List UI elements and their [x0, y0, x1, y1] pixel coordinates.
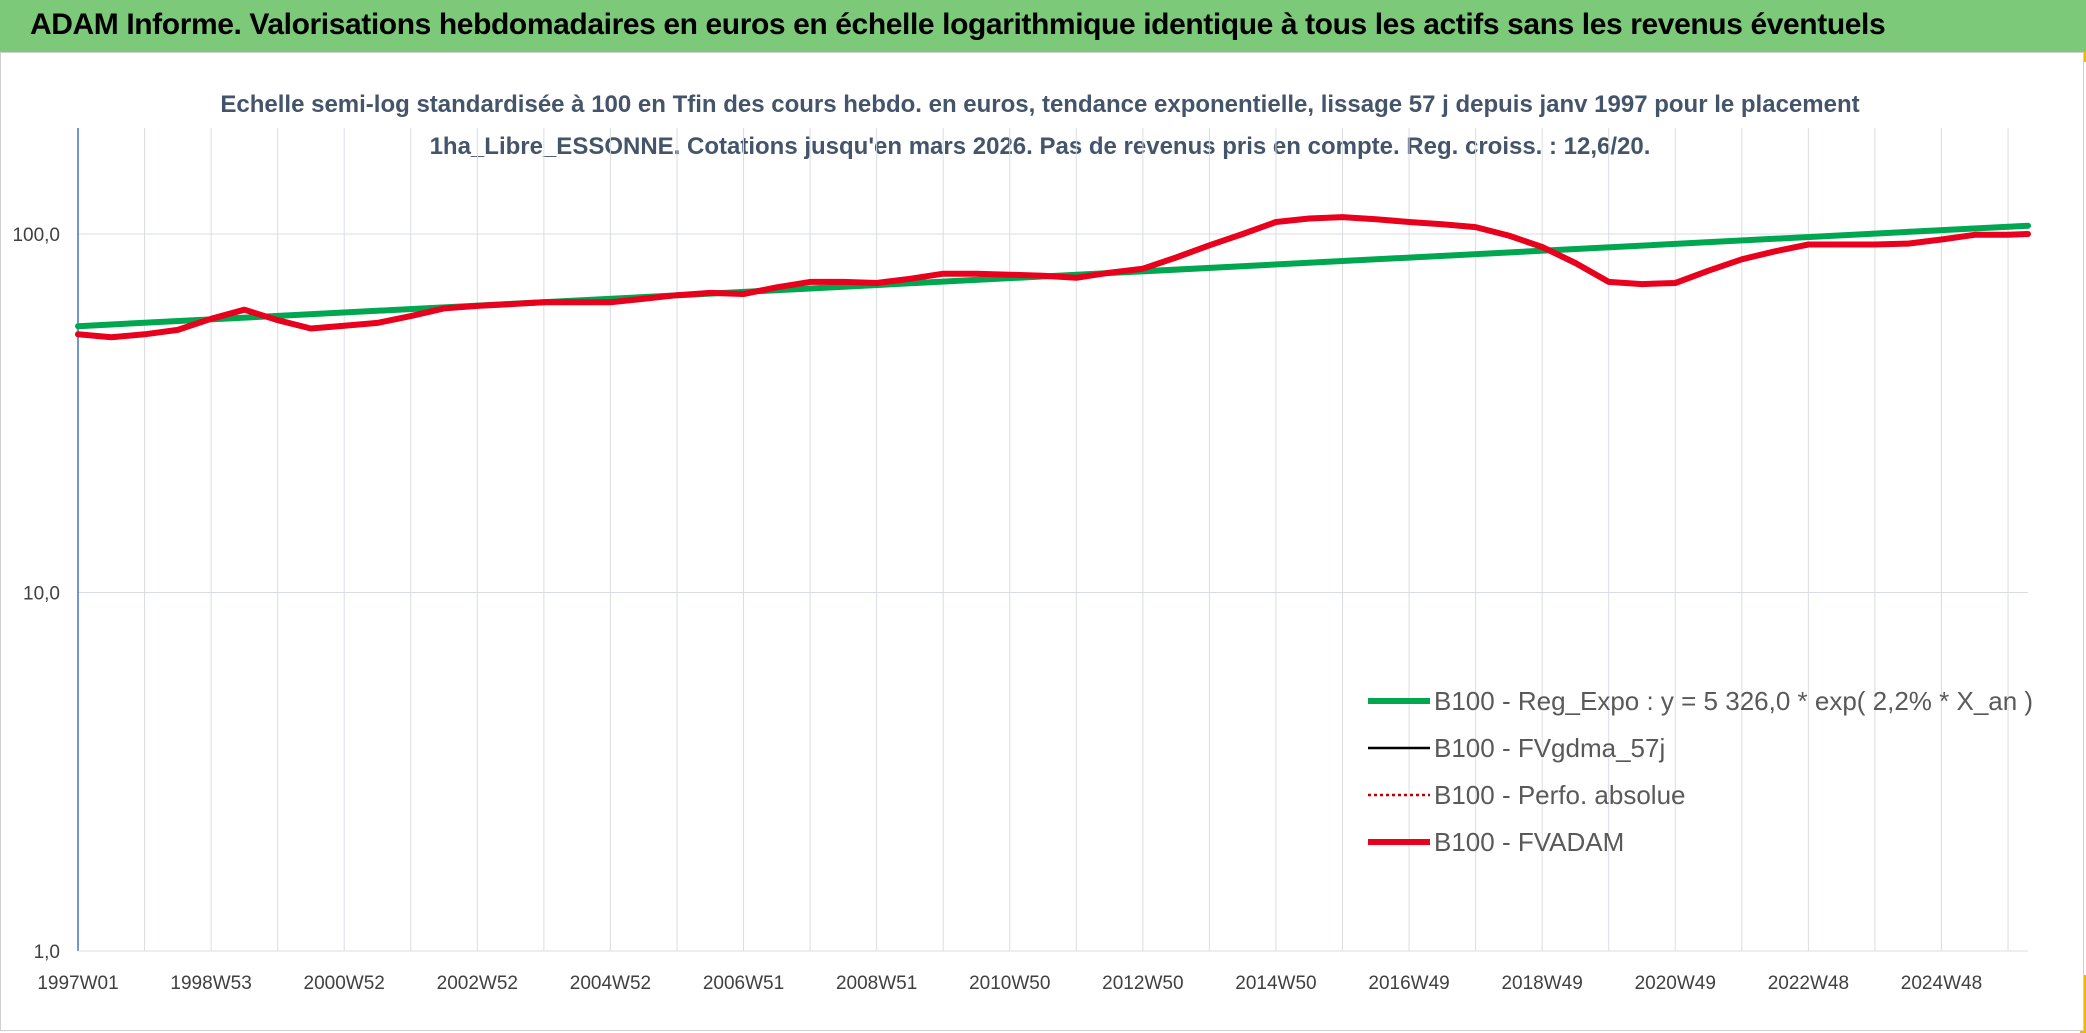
x-tick-label: 2014W50: [1235, 973, 1316, 994]
x-tick-label: 1998W53: [170, 973, 251, 994]
x-tick-label: 2010W50: [969, 973, 1050, 994]
series-line-3: [75, 214, 2031, 341]
x-tick-label: 2020W49: [1635, 973, 1716, 994]
x-tick-label: 2016W49: [1368, 973, 1449, 994]
legend-label: B100 - Reg_Expo : y = 5 326,0 * exp( 2,2…: [1434, 686, 2033, 716]
top-banner: ADAM Informe. Valorisations hebdomadaire…: [0, 0, 2086, 52]
x-tick-label: 2018W49: [1501, 973, 1582, 994]
y-tick-labels: 100,0 10,0 1,0: [12, 225, 60, 963]
x-tick-label: 2024W48: [1901, 973, 1982, 994]
x-tick-labels: 1997W01 1998W53 2000W52 2002W52 2004W52 2006W…: [37, 973, 1982, 994]
y-tick-label: 10,0: [23, 584, 60, 605]
vertical-gridlines: [144, 128, 2009, 951]
axes: [77, 128, 2028, 952]
horizontal-gridlines: [78, 233, 2028, 952]
x-tick-label: 2006W51: [703, 973, 784, 994]
chart-subtitle: Echelle semi-log standardisée à 100 en T…: [220, 91, 1860, 160]
x-tick-label: 1997W01: [37, 973, 118, 994]
legend-label: B100 - FVADAM: [1434, 827, 1624, 857]
legend-label: B100 - FVgdma_57j: [1434, 733, 1665, 763]
x-tick-label: 2012W50: [1102, 973, 1183, 994]
x-tick-label: 2002W52: [437, 973, 518, 994]
y-tick-label: 1,0: [34, 942, 60, 963]
series-lines: [75, 214, 2031, 341]
report-title: ADAM Informe. Valorisations hebdomadaire…: [30, 8, 1886, 41]
x-tick-label: 2004W52: [570, 973, 651, 994]
y-tick-label: 100,0: [12, 225, 60, 246]
x-tick-label: 2022W48: [1768, 973, 1849, 994]
legend-label: B100 - Perfo. absolue: [1434, 780, 1686, 810]
chart-legend: B100 - Reg_Expo : y = 5 326,0 * exp( 2,2…: [1368, 686, 2033, 857]
x-tick-label: 2008W51: [836, 973, 917, 994]
x-tick-label: 2000W52: [304, 973, 385, 994]
chart-area: [0, 52, 2084, 1031]
